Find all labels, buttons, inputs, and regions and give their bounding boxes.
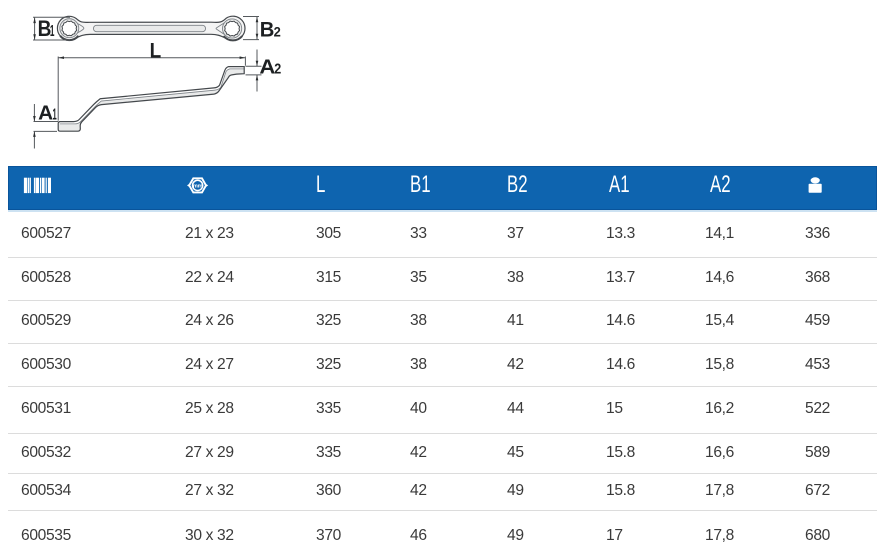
svg-text:1: 1: [50, 23, 55, 40]
svg-text:2: 2: [274, 62, 281, 78]
svg-text:A: A: [38, 102, 53, 124]
svg-text:2: 2: [274, 24, 281, 40]
svg-text:A: A: [259, 57, 275, 79]
svg-text:L: L: [150, 39, 162, 62]
svg-text:B: B: [260, 19, 275, 42]
svg-text:1: 1: [53, 106, 57, 123]
svg-text:B: B: [38, 16, 52, 41]
